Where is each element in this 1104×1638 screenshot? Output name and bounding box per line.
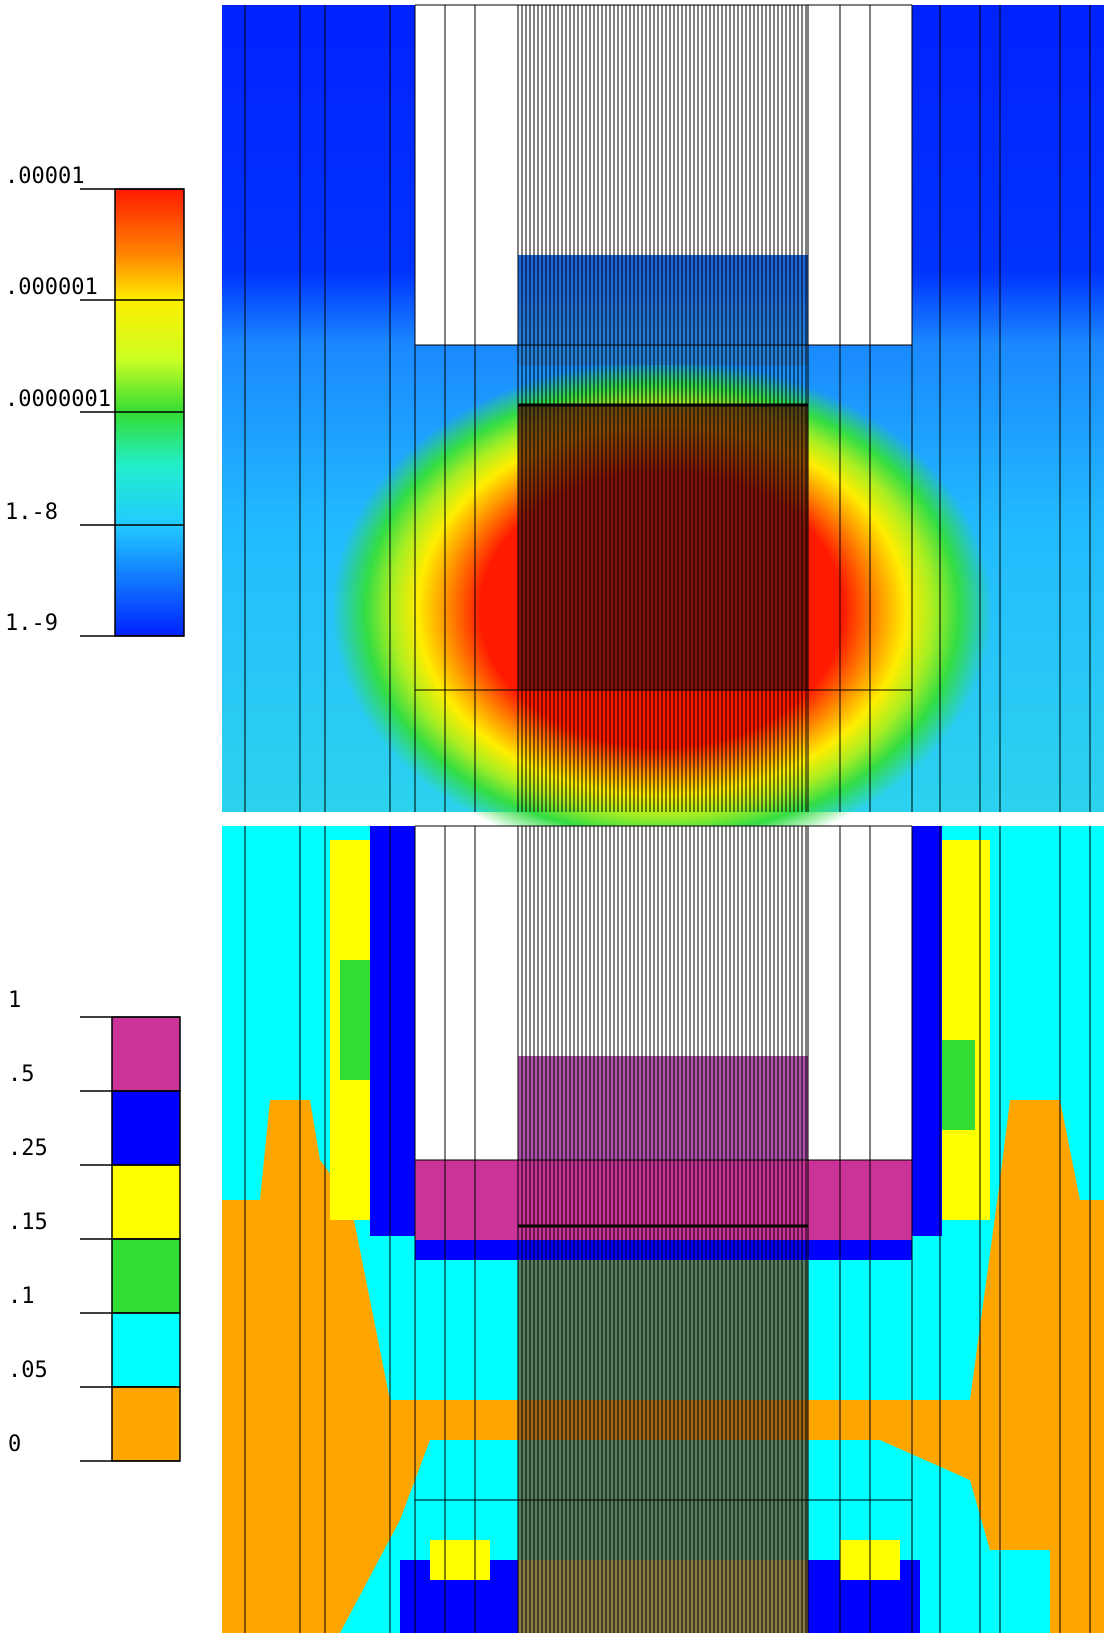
colorbar-segment xyxy=(112,1239,180,1313)
colorbar-label: 1 xyxy=(8,988,21,1013)
bottom-panel xyxy=(222,826,1104,1633)
colorbar: .00001 .000001 .0000001 1.-8 1.-9 xyxy=(5,164,184,636)
mesh-tally-plot: .00001 .000001 .0000001 1.-8 1.-9 1 .5 .25 .15.… xyxy=(0,0,1104,1633)
top-panel xyxy=(222,5,1104,860)
colorbar-segment xyxy=(112,1387,180,1461)
colorbar-label: .00001 xyxy=(5,164,84,189)
page: .00001 .000001 .0000001 1.-8 1.-9 1 .5 .25 .15.… xyxy=(0,0,1104,1633)
colorbar-label: .000001 xyxy=(5,275,98,300)
blue-region xyxy=(415,1240,912,1260)
void-region xyxy=(808,5,912,345)
colorbar: 1 .5 .25 .15 .1 .05 0 xyxy=(8,988,180,1461)
colorbar-label: .15 xyxy=(8,1210,48,1235)
void-region xyxy=(415,5,518,345)
blue-region xyxy=(370,826,415,1236)
colorbar-label: 1.-8 xyxy=(5,500,58,525)
colorbar-segment xyxy=(112,1165,180,1239)
colorbar-label: 1.-9 xyxy=(5,611,58,636)
colorbar-segment xyxy=(112,1313,180,1387)
blue-region xyxy=(912,826,942,1236)
colorbar-label: .0000001 xyxy=(5,387,111,412)
colorbar-label: .1 xyxy=(8,1284,35,1309)
yellow-region xyxy=(430,1540,490,1580)
colorbar-segment xyxy=(112,1017,180,1091)
colorbar-segments: 1 .5 .25 .15 .1 .05 0 xyxy=(8,988,180,1461)
green-region xyxy=(940,1040,975,1130)
colorbar-label: .5 xyxy=(8,1062,35,1087)
colorbar-segment xyxy=(112,1091,180,1165)
colorbar-label: .05 xyxy=(8,1358,48,1383)
void-region xyxy=(808,826,912,1160)
colorbar-label: 0 xyxy=(8,1432,21,1457)
colorbar-label: .25 xyxy=(8,1136,48,1161)
void-region xyxy=(415,826,518,1160)
